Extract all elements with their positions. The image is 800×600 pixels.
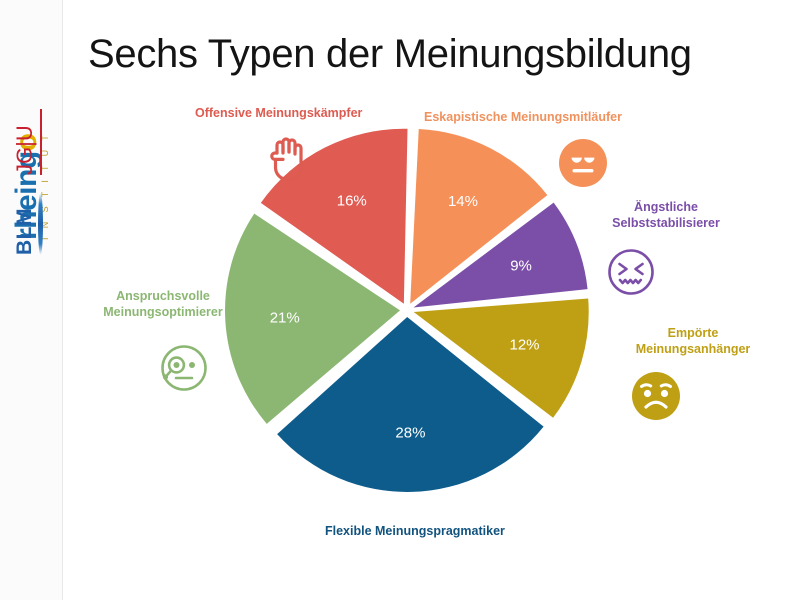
slice-percentage-label: 14% <box>448 193 478 210</box>
slice-percentage-label: 21% <box>270 309 300 326</box>
pie-slice[interactable] <box>410 128 548 304</box>
blm-logo: BLM <box>13 208 36 255</box>
slice-label-eskapistische-meinungsmitlaeufer: Eskapistische Meinungsmitläufer <box>424 110 622 124</box>
slice-label-line2: Meinungsanhänger <box>635 341 751 356</box>
slice-percentage-label: 16% <box>337 193 367 210</box>
slice-label-anspruchsvolle-meinungsoptimierer: Anspruchsvolle Meinungsoptimierer <box>88 289 238 320</box>
jgu-logo: JG|U <box>12 125 37 175</box>
logo-sidebar: rheingo I N S T I T U T JG|U BLM <box>0 0 63 600</box>
slice-label-line1: Empörte <box>667 326 719 340</box>
pie-slice[interactable] <box>225 213 401 424</box>
jgu-logo-text: JG|U <box>12 125 37 175</box>
bored-rolling-eyes-face-icon <box>558 138 608 193</box>
slice-label-empoerte-meinungsanhaenger: Empörte Meinungsanhänger <box>618 326 768 357</box>
blm-logo-text: BLM <box>13 208 36 255</box>
page-title: Sechs Typen der Meinungsbildung <box>88 32 692 76</box>
slice-percentage-label: 12% <box>510 337 540 354</box>
blm-logo-wave <box>38 193 43 255</box>
pie-slice[interactable] <box>413 298 589 418</box>
pie-slice[interactable] <box>260 128 408 304</box>
pie-chart: 14% 9% 12% 28% 21% 16% <box>170 95 640 545</box>
slice-label-line1: Anspruchsvolle <box>116 289 210 303</box>
jgu-logo-rule <box>40 109 42 175</box>
slice-label-line1: Ängstliche <box>634 200 698 214</box>
slice-label-aengstliche-selbststabilisierer: Ängstliche Selbststabilisierer <box>606 200 726 231</box>
slice-label-line2: Selbststabilisierer <box>612 215 720 230</box>
pie-slice[interactable] <box>277 316 544 492</box>
raised-fist-icon <box>266 137 308 188</box>
slice-percentage-label: 28% <box>395 424 425 441</box>
slice-label-flexible-meinungspragmatiker: Flexible Meinungspragmatiker <box>325 524 505 538</box>
slice-label-offensive-meinungskaempfer: Offensive Meinungskämpfer <box>195 106 363 120</box>
pie-slice[interactable] <box>413 202 588 308</box>
pie-chart-svg: 14% 9% 12% 28% 21% 16% <box>225 128 589 492</box>
anxious-x-eyes-face-icon <box>607 248 655 301</box>
monocle-face-icon <box>158 344 210 399</box>
angry-frowning-face-icon <box>631 371 681 426</box>
slice-label-line2: Meinungsoptimierer <box>103 304 223 319</box>
slice-percentage-label: 9% <box>510 257 532 274</box>
